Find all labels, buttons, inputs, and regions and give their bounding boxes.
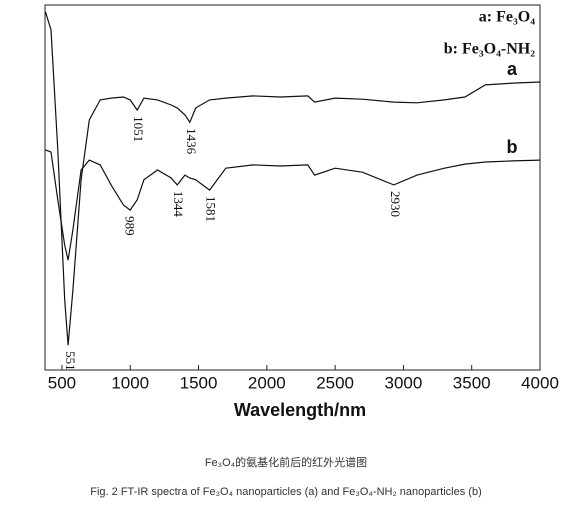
spectrum-line (45, 149, 541, 261)
spectrum-line (44, 11, 541, 346)
peak-label: 1344 (171, 191, 186, 218)
plot-frame (44, 4, 541, 371)
x-tick-label: 1000 (111, 373, 149, 392)
x-tick-label: 4000 (521, 373, 559, 392)
caption-cn: Fe₃O₄的氨基化前后的红外光谱图 (205, 455, 367, 469)
x-tick-label: 500 (48, 373, 76, 392)
series-label: a (507, 59, 518, 79)
x-tick-label: 1500 (180, 373, 218, 392)
legend-entry: a: Fe₃O₄ (479, 9, 535, 26)
x-axis-label: Wavelength/nm (234, 400, 366, 420)
caption-en: Fig. 2 FT-IR spectra of Fe₃O₄ nanopartic… (90, 486, 481, 498)
peak-label: 1051 (131, 116, 146, 142)
peak-label: 1436 (184, 128, 199, 155)
peak-label: 551 (63, 351, 78, 371)
peak-label: 1581 (204, 196, 219, 222)
peak-label: 2930 (388, 191, 403, 217)
peak-label: 989 (123, 216, 138, 236)
series-label: b (507, 137, 518, 157)
x-tick-label: 3500 (453, 373, 491, 392)
x-tick-label: 2000 (248, 373, 286, 392)
legend-entry: b: Fe₃O₄-NH₂ (444, 41, 535, 58)
x-tick-label: 2500 (316, 373, 354, 392)
x-tick-label: 3000 (384, 373, 422, 392)
